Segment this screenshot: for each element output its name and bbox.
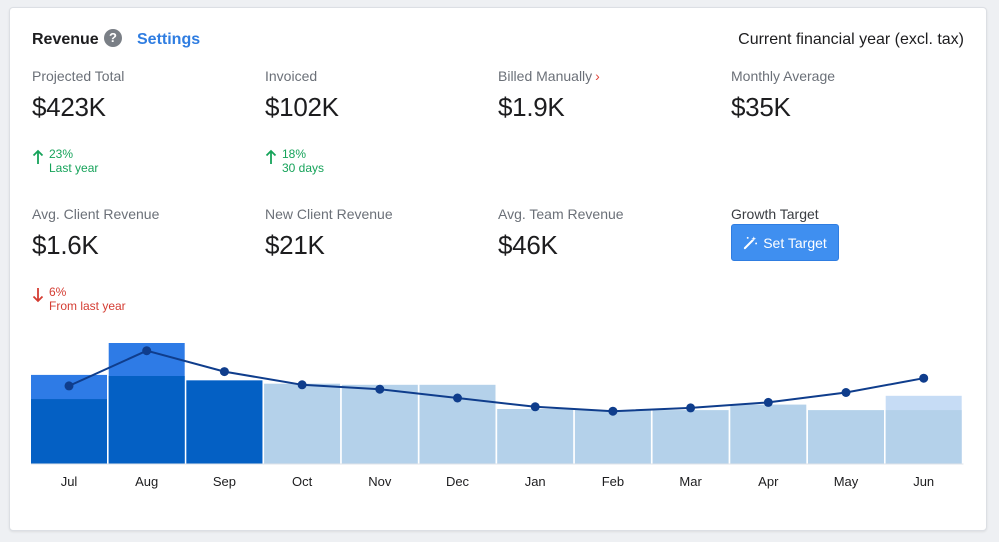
x-tick-label: Jun xyxy=(913,474,934,489)
metric-projected-total: Projected Total $423K xyxy=(32,68,252,123)
trend-line xyxy=(68,349,924,413)
bar-projected xyxy=(730,404,807,464)
bar-projected xyxy=(885,410,962,464)
metric-value: $423K xyxy=(32,92,106,122)
metric-label: Invoiced xyxy=(265,68,318,84)
trend-point[interactable] xyxy=(142,346,152,356)
revenue-chart: Jul Aug Sep Oct Nov Dec Jan Feb Mar Apr May Jun xyxy=(10,338,986,528)
trend-note: From last year xyxy=(49,299,126,313)
metric-value: $1.9K xyxy=(498,92,565,122)
metric-label[interactable]: Billed Manually › xyxy=(498,68,718,84)
x-tick-label: Jan xyxy=(525,474,546,489)
metric-avg-team-revenue: Avg. Team Revenue $46K xyxy=(498,206,718,261)
metric-monthly-average: Monthly Average $35K xyxy=(731,68,951,123)
trend-percent: 23% xyxy=(49,147,74,161)
x-tick-label: May xyxy=(834,474,859,489)
trend-point[interactable] xyxy=(763,397,773,407)
metric-value: $35K xyxy=(731,92,791,122)
bar-actual xyxy=(31,399,107,464)
metric-invoiced: Invoiced $102K xyxy=(265,68,485,123)
arrow-up-icon xyxy=(32,149,44,164)
revenue-chart-svg: Jul Aug Sep Oct Nov Dec Jan Feb Mar Apr May Jun xyxy=(31,343,964,489)
metric-avg-client-revenue: Avg. Client Revenue $1.6K xyxy=(32,206,252,261)
set-target-button[interactable]: Set Target xyxy=(731,224,839,261)
question-circle-icon[interactable]: ? xyxy=(104,29,122,47)
metric-label: Avg. Client Revenue xyxy=(32,206,160,222)
bar-projected xyxy=(264,383,341,464)
x-tick-label: Sep xyxy=(213,474,236,489)
trend-percent: 18% xyxy=(282,147,307,161)
trend-point[interactable] xyxy=(608,406,618,416)
x-tick-label: Feb xyxy=(602,474,624,489)
metric-value: $21K xyxy=(265,230,325,260)
trend-point[interactable] xyxy=(64,381,74,391)
bar-actual xyxy=(108,376,185,464)
bar-projected xyxy=(497,409,574,464)
metric-billed-manually[interactable]: Billed Manually › $1.9K xyxy=(498,68,718,123)
x-tick-label: Apr xyxy=(758,474,779,489)
metric-value: $46K xyxy=(498,230,558,260)
metric-label: Growth Target xyxy=(731,206,819,222)
arrow-down-icon xyxy=(32,288,44,303)
trend-point[interactable] xyxy=(530,402,540,412)
set-target-label[interactable]: Set Target xyxy=(763,234,827,251)
metric-label: Projected Total xyxy=(32,68,125,84)
x-tick-label: Aug xyxy=(135,474,158,489)
bar-projected xyxy=(652,410,729,464)
period-label: Current financial year (excl. tax) xyxy=(738,31,964,48)
trend-percent: 6% xyxy=(49,285,67,299)
metric-value: $1.6K xyxy=(32,230,99,260)
magic-wand-icon xyxy=(744,236,758,250)
x-tick-label: Mar xyxy=(679,474,702,489)
metric-label: Avg. Team Revenue xyxy=(498,206,624,222)
trend-point[interactable] xyxy=(219,367,229,377)
trend-note: 30 days xyxy=(282,161,325,175)
bar-projected xyxy=(341,384,418,464)
trend-point[interactable] xyxy=(453,393,462,403)
x-tick-label: Nov xyxy=(368,474,392,489)
trend-point[interactable] xyxy=(375,384,385,394)
metric-label-text[interactable]: Billed Manually xyxy=(498,68,593,84)
trend-point[interactable] xyxy=(297,380,307,390)
metric-label: Monthly Average xyxy=(731,68,836,84)
bar-projected xyxy=(808,410,884,464)
metric-growth-target: Growth Target xyxy=(731,206,951,222)
settings-link[interactable]: Settings xyxy=(137,31,201,48)
arrow-up-icon xyxy=(265,149,277,164)
metric-value: $102K xyxy=(265,92,339,122)
trend-point[interactable] xyxy=(841,388,851,397)
trend-point[interactable] xyxy=(919,373,929,383)
x-tick-label: Dec xyxy=(446,474,470,489)
trend-note: Last year xyxy=(49,161,99,175)
x-tick-label: Oct xyxy=(292,474,313,489)
card-title: Revenue xyxy=(32,31,99,48)
metric-label: New Client Revenue xyxy=(265,206,393,222)
x-tick-label: Jul xyxy=(61,474,78,489)
bar-projected xyxy=(574,410,651,464)
metric-new-client-revenue: New Client Revenue $21K xyxy=(265,206,485,261)
revenue-card: Revenue ? Settings Current financial yea… xyxy=(9,7,987,531)
trend-point[interactable] xyxy=(686,403,696,413)
bar-actual xyxy=(186,380,263,464)
chevron-right-icon[interactable]: › xyxy=(595,68,600,84)
